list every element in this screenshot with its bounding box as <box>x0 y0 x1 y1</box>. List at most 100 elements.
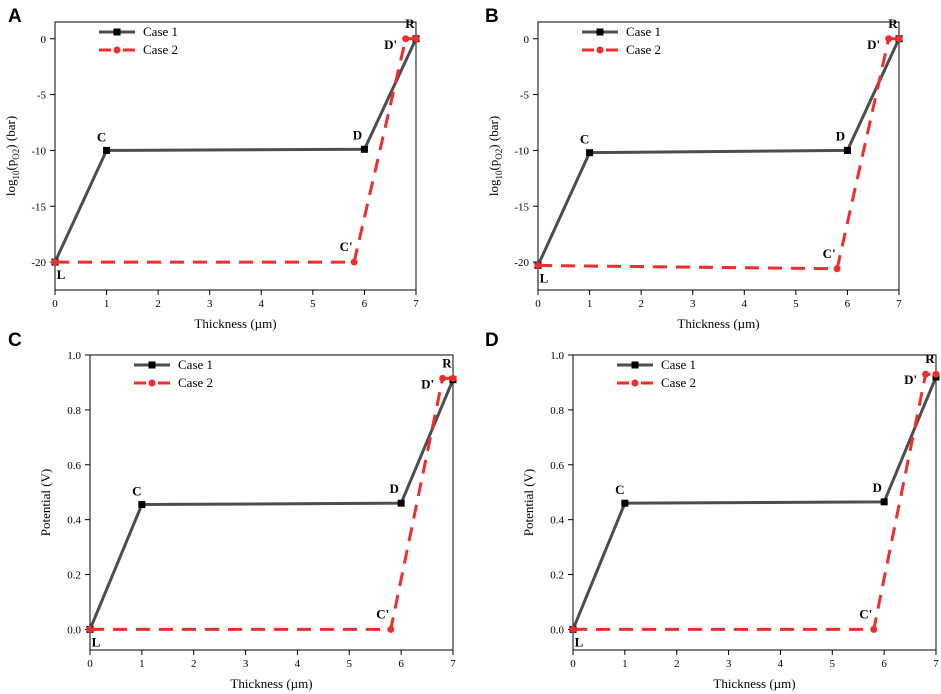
point-label: C <box>615 482 624 497</box>
data-point-case-1 <box>586 149 594 157</box>
x-axis-label: Thickness (µm) <box>194 316 276 331</box>
x-tick-label: 1 <box>104 298 110 310</box>
y-tick-label: 0.4 <box>550 515 564 527</box>
legend-label-case-1: Case 1 <box>143 24 178 39</box>
data-point-case-1 <box>103 146 111 154</box>
data-point-case-1 <box>360 145 368 153</box>
y-axis-label-part: (p <box>3 160 18 171</box>
legend-label-case-1: Case 1 <box>626 24 661 39</box>
point-label: R <box>405 16 415 31</box>
plot-frame <box>89 354 454 651</box>
legend-marker-case-2 <box>148 379 156 387</box>
x-tick-label: 1 <box>139 658 145 670</box>
point-label: D' <box>904 372 917 387</box>
x-tick-label: 5 <box>347 658 353 670</box>
data-point-case-2 <box>86 625 94 633</box>
x-tick-label: 4 <box>778 658 784 670</box>
data-point-case-2 <box>439 374 447 382</box>
x-tick-label: 1 <box>622 658 628 670</box>
x-tick-label: 0 <box>570 658 576 670</box>
x-tick-label: 7 <box>896 298 902 310</box>
data-point-case-1 <box>843 146 851 154</box>
series-line-case-1 <box>53 38 418 263</box>
x-tick-label: 2 <box>155 298 161 310</box>
point-label: L <box>92 634 101 649</box>
y-axis-label: Potential (V) <box>521 469 536 537</box>
y-tick-label: 0.2 <box>550 570 564 582</box>
plot-frame <box>537 21 900 291</box>
x-tick-label: 7 <box>450 658 456 670</box>
data-point-case-2 <box>885 35 893 43</box>
panel-letter: B <box>485 6 499 27</box>
series-line-case-2 <box>537 37 899 271</box>
legend-label-case-1: Case 1 <box>178 357 213 372</box>
y-tick-label: -15 <box>514 201 529 213</box>
x-tick-label: 5 <box>310 298 316 310</box>
y-tick-label: 0.2 <box>67 570 81 582</box>
legend-marker-case-2 <box>631 379 639 387</box>
y-tick-label: 0.0 <box>550 624 564 636</box>
legend-marker-case-1 <box>148 361 156 369</box>
legend-label-case-2: Case 2 <box>661 375 696 390</box>
y-tick-label: 0 <box>524 34 530 46</box>
point-label: D <box>353 127 362 142</box>
data-point-case-2 <box>350 258 358 266</box>
x-tick-label: 6 <box>845 298 851 310</box>
data-point-case-1 <box>880 498 888 506</box>
point-label: D <box>836 128 845 143</box>
legend-marker-case-1 <box>596 28 604 36</box>
point-label: L <box>575 634 584 649</box>
point-label: L <box>540 270 549 285</box>
x-axis-label: Thickness (µm) <box>230 676 312 691</box>
y-tick-label: -20 <box>31 257 46 269</box>
series-line-case-1 <box>88 379 455 630</box>
x-tick-label: 3 <box>726 658 732 670</box>
data-point-case-2 <box>402 35 410 43</box>
y-tick-label: 0 <box>41 34 47 46</box>
y-tick-label: 0.0 <box>67 624 81 636</box>
panel-d: D 0 1 2 3 4 5 6 7 0.0 0.2 0.4 0.6 0.8 1.0 Thickness (µm… <box>485 330 940 691</box>
x-tick-label: 5 <box>830 658 836 670</box>
x-axis-label: Thickness (µm) <box>677 316 759 331</box>
legend-label-case-2: Case 2 <box>626 42 661 57</box>
panel-letter: A <box>8 6 22 27</box>
y-axis-label: log10(pO2) (bar) <box>3 116 21 196</box>
data-point-case-2 <box>870 625 878 633</box>
data-point-case-2 <box>412 35 420 43</box>
series-line-case-2 <box>55 37 416 264</box>
panel-b: B 0 1 2 3 4 5 6 7 0 -5 -10 -15 -20 Thickness (µm) log10… <box>485 6 903 331</box>
point-label: D' <box>421 376 434 391</box>
x-tick-label: 6 <box>362 298 368 310</box>
y-tick-label: 0.8 <box>550 405 564 417</box>
x-tick-label: 4 <box>742 298 748 310</box>
y-axis-label-subscript: O2 <box>11 149 21 160</box>
y-tick-label: -5 <box>37 90 47 102</box>
x-tick-label: 3 <box>243 658 249 670</box>
series-line-case-2 <box>90 376 453 631</box>
x-tick-label: 2 <box>638 298 644 310</box>
panel-a: A 0 1 2 3 4 5 6 7 0 -5 -10 -15 -20 Thickness (µm) log10… <box>3 6 420 331</box>
legend-label-case-1: Case 1 <box>661 357 696 372</box>
x-tick-label: 3 <box>690 298 696 310</box>
panel-letter: C <box>8 330 22 351</box>
point-label: R <box>442 355 452 370</box>
data-point-case-1 <box>138 501 146 509</box>
data-point-case-2 <box>922 370 930 378</box>
data-point-case-2 <box>895 35 903 43</box>
y-tick-label: 0.6 <box>550 460 564 472</box>
y-axis-label-subscript: 10 <box>11 170 21 180</box>
y-tick-label: -10 <box>514 145 529 157</box>
point-label: R <box>888 16 898 31</box>
point-label: D' <box>867 37 880 52</box>
point-label: C <box>97 129 106 144</box>
data-point-case-1 <box>397 499 405 507</box>
series-line-case-2 <box>573 372 936 631</box>
data-point-case-1 <box>621 499 629 507</box>
x-tick-label: 7 <box>933 658 939 670</box>
point-label: C' <box>823 246 836 261</box>
y-tick-label: -10 <box>31 145 46 157</box>
y-tick-label: -15 <box>31 201 46 213</box>
point-label: D <box>389 481 398 496</box>
panel-c: C 0 1 2 3 4 5 6 7 0.0 0.2 0.4 0.6 0.8 1.0 Thickness (µm… <box>8 330 457 691</box>
x-tick-label: 0 <box>87 658 93 670</box>
